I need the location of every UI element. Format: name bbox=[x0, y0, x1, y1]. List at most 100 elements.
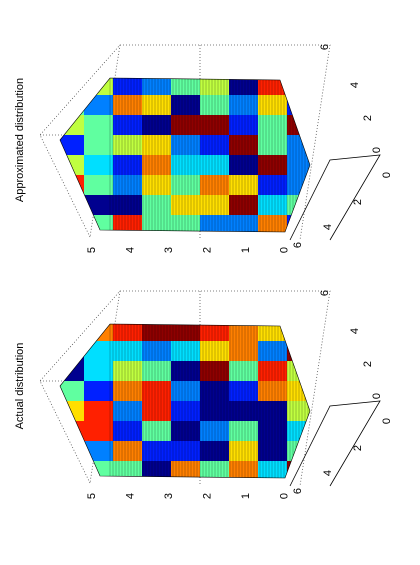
bar-face bbox=[258, 421, 287, 441]
value-tick-label: 2 bbox=[201, 493, 213, 499]
bar-face bbox=[200, 461, 229, 478]
bar-face bbox=[60, 441, 84, 461]
bar-face bbox=[84, 361, 113, 381]
bar-face bbox=[171, 78, 200, 95]
bar-face bbox=[258, 461, 287, 478]
value-tick-label: 3 bbox=[163, 247, 175, 253]
bar-face bbox=[200, 78, 229, 95]
bar-face bbox=[113, 195, 142, 215]
value-tick-label: 1 bbox=[240, 247, 252, 253]
bar-block bbox=[60, 78, 310, 232]
bar-face bbox=[258, 341, 287, 361]
bar-face bbox=[258, 175, 287, 195]
bar-face bbox=[171, 361, 200, 381]
bar-face bbox=[171, 195, 200, 215]
bar-face bbox=[171, 441, 200, 461]
bar-face bbox=[113, 441, 142, 461]
bar-face bbox=[287, 78, 310, 95]
bar-face bbox=[84, 195, 113, 215]
bar-face bbox=[60, 324, 84, 341]
bar-face bbox=[229, 381, 258, 401]
bar-face bbox=[200, 381, 229, 401]
bar-face bbox=[113, 324, 142, 341]
bar-face bbox=[258, 361, 287, 381]
bar-face bbox=[142, 421, 171, 441]
back-tick-label: 6 bbox=[319, 44, 331, 50]
bar-face bbox=[287, 135, 310, 155]
bar-face bbox=[229, 324, 258, 341]
bar-face bbox=[229, 341, 258, 361]
bar-face bbox=[84, 215, 113, 232]
bar-face bbox=[171, 341, 200, 361]
bar-face bbox=[113, 215, 142, 232]
bar-face bbox=[200, 195, 229, 215]
back-tick-label: 2 bbox=[362, 361, 374, 367]
bar-face bbox=[258, 441, 287, 461]
bar-face bbox=[287, 361, 310, 381]
bar-face bbox=[84, 155, 113, 175]
block-outline bbox=[59, 323, 311, 479]
bar-face bbox=[142, 135, 171, 155]
value-tick-label: 5 bbox=[86, 247, 98, 253]
back-tick-label: 0 bbox=[371, 393, 383, 399]
bar-face bbox=[142, 361, 171, 381]
bar-face bbox=[60, 381, 84, 401]
bar-face bbox=[287, 324, 310, 341]
bar-face bbox=[171, 461, 200, 478]
back-tick-label: 2 bbox=[362, 115, 374, 121]
bar-face bbox=[84, 401, 113, 421]
bar-face bbox=[60, 361, 84, 381]
bar-face bbox=[142, 95, 171, 115]
bar-face bbox=[200, 324, 229, 341]
back-tick-label: 0 bbox=[371, 147, 383, 153]
back-tick-label: 4 bbox=[349, 328, 361, 334]
bar-face bbox=[60, 401, 84, 421]
bar-face bbox=[229, 401, 258, 421]
bar-face bbox=[200, 361, 229, 381]
bar-face bbox=[60, 421, 84, 441]
bar-face bbox=[200, 441, 229, 461]
bar-face bbox=[171, 95, 200, 115]
bar-face bbox=[171, 135, 200, 155]
bar-face bbox=[113, 361, 142, 381]
bar-face bbox=[113, 155, 142, 175]
bar-face bbox=[142, 175, 171, 195]
bar-face bbox=[113, 341, 142, 361]
panel-title: Approximated distribution bbox=[14, 78, 26, 202]
bar-face bbox=[84, 135, 113, 155]
bar-face bbox=[113, 401, 142, 421]
bar-face bbox=[142, 78, 171, 95]
bar-face bbox=[287, 195, 310, 215]
axis-box bbox=[289, 400, 381, 487]
bar-face bbox=[287, 155, 310, 175]
bar-face bbox=[258, 78, 287, 95]
bar-face bbox=[60, 78, 84, 95]
back-tick-label: 6 bbox=[319, 290, 331, 296]
front-tick-label: 0 bbox=[381, 418, 393, 424]
bar-face bbox=[200, 115, 229, 135]
bar-face bbox=[171, 421, 200, 441]
bar-face bbox=[113, 95, 142, 115]
value-tick-label: 5 bbox=[86, 493, 98, 499]
bar-face bbox=[229, 421, 258, 441]
bar-face bbox=[200, 341, 229, 361]
bar-face bbox=[60, 95, 84, 115]
back-tick-label: 4 bbox=[349, 82, 361, 88]
bar-face bbox=[171, 401, 200, 421]
front-tick-label: 0 bbox=[381, 172, 393, 178]
value-tick-label: 4 bbox=[124, 247, 136, 253]
bar-face bbox=[113, 175, 142, 195]
front-tick-label: 4 bbox=[322, 224, 334, 230]
bar-face bbox=[258, 135, 287, 155]
bar-face bbox=[258, 401, 287, 421]
panel-title: Actual distribution bbox=[14, 343, 26, 430]
bar-face bbox=[84, 441, 113, 461]
bar-face bbox=[229, 195, 258, 215]
bar-face bbox=[60, 115, 84, 135]
axis-box bbox=[289, 154, 381, 241]
bar-face bbox=[287, 421, 310, 441]
value-tick-label: 1 bbox=[240, 493, 252, 499]
bar-face bbox=[229, 441, 258, 461]
bar-face bbox=[200, 135, 229, 155]
